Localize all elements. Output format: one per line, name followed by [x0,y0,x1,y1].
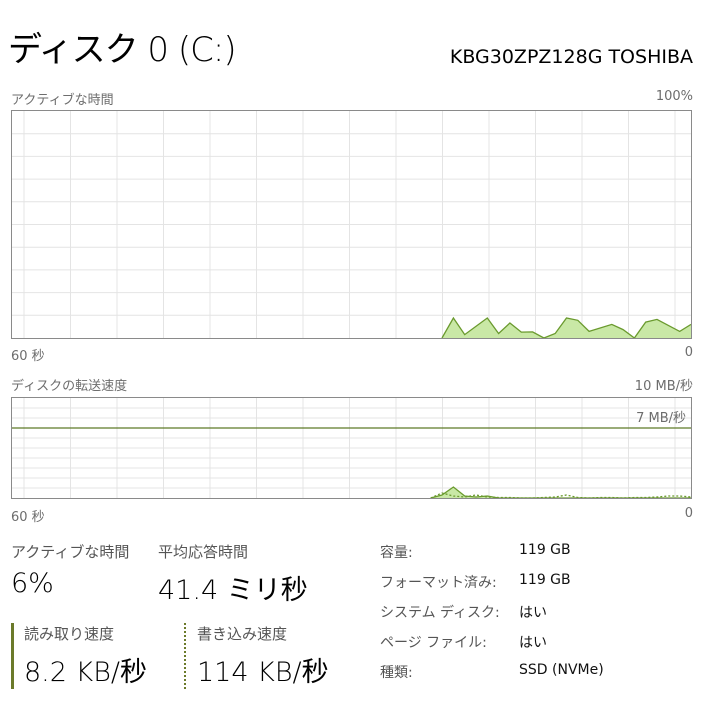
disk-model: KBG30ZPZ128G TOSHIBA [449,46,693,68]
page-title: ディスク 0 (C:) [8,30,237,70]
read-speed-value: 8.2 KB/秒 [24,657,148,688]
info-value: 119 GB [519,542,571,558]
active-time-x-left-label: 60 秒 [11,349,45,364]
write-speed-label: 書き込み速度 [197,625,288,643]
series-area [430,487,691,498]
series-line [430,486,691,498]
info-value: 119 GB [519,572,571,588]
active-time-chart [11,110,692,339]
transfer-x-left-label: 60 秒 [11,510,45,525]
response-time-stat-label: 平均応答時間 [158,543,249,561]
info-value: SSD (NVMe) [519,662,604,678]
active-time-x-right-label: 0 [684,345,693,360]
info-value: はい [519,635,547,651]
active-time-stat-label: アクティブな時間 [11,543,130,561]
series-line [441,316,691,338]
info-label: システム ディスク: [380,605,500,621]
series-area [442,318,691,338]
write-speed-value: 114 KB/秒 [197,657,329,688]
series-line [430,492,691,498]
info-label: 容量: [380,545,413,561]
response-time-stat-value: 41.4 ミリ秒 [158,575,308,606]
active-time-chart-svg [12,111,691,338]
transfer-chart-svg [12,398,691,498]
write-speed-marker [184,623,186,689]
active-time-stat-value: 6% [11,568,54,599]
read-speed-label: 読み取り速度 [24,625,115,643]
transfer-marker-label: 7 MB/秒 [636,411,686,426]
active-time-max-label: 100% [655,89,693,104]
info-label: フォーマット済み: [380,575,497,591]
info-label: ページ ファイル: [380,635,487,651]
info-label: 種類: [380,665,413,681]
read-speed-marker [11,623,14,689]
active-time-chart-label: アクティブな時間 [11,93,114,108]
transfer-chart-label: ディスクの転送速度 [11,379,128,394]
transfer-chart: 7 MB/秒 [11,397,692,499]
info-value: はい [519,605,547,621]
transfer-max-label: 10 MB/秒 [634,379,693,394]
transfer-x-right-label: 0 [684,506,693,521]
